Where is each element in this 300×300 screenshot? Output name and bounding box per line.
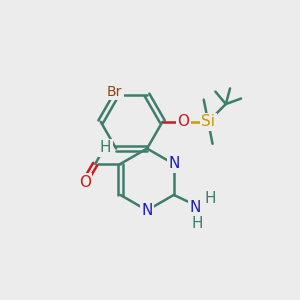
- Text: N: N: [190, 200, 201, 215]
- Text: Si: Si: [201, 114, 215, 129]
- Text: N: N: [141, 203, 153, 218]
- Text: O: O: [79, 175, 91, 190]
- Text: Br: Br: [107, 85, 122, 99]
- Text: H: H: [205, 191, 216, 206]
- Text: H: H: [100, 140, 111, 155]
- Text: H: H: [191, 216, 203, 231]
- Text: O: O: [177, 114, 189, 129]
- Text: N: N: [168, 157, 179, 172]
